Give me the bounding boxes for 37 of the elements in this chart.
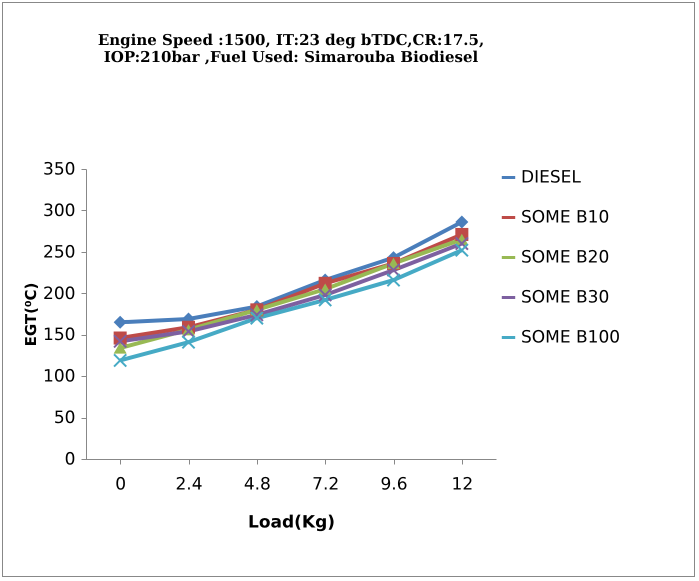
x-tick-label: 0	[115, 474, 126, 494]
point	[454, 236, 469, 251]
y-tick-label: 50	[54, 408, 76, 428]
y-tick-label: 250	[43, 242, 76, 262]
x-tick-label: 7.2	[312, 474, 340, 494]
x-tick-label: 9.6	[380, 474, 408, 494]
y-tick-label: 350	[43, 160, 76, 180]
legend-label: SOME B20	[521, 248, 610, 268]
point	[454, 243, 469, 258]
x-axis-title: Load(Kg)	[248, 512, 336, 532]
legend-label: SOME B10	[521, 208, 610, 228]
legend-label: SOME B30	[521, 288, 610, 308]
y-tick-label: 0	[64, 450, 76, 470]
x-tick-label: 4.8	[244, 474, 271, 494]
point	[318, 292, 332, 308]
point	[250, 311, 264, 326]
point	[181, 335, 196, 350]
point	[113, 334, 128, 348]
chart-title: Engine Speed :1500, IT:23 deg bTDC,CR:17.5, IOP:210bar ,Fuel Used: Simarouba Biodiesel	[98, 31, 484, 66]
point	[114, 342, 127, 354]
x-tick-label: 2.4	[175, 474, 203, 494]
point	[114, 316, 127, 329]
point	[386, 262, 401, 278]
legend-label: SOME B100	[521, 328, 620, 348]
y-tick-label: 200	[43, 284, 76, 304]
point	[250, 308, 264, 322]
y-tick-label: 150	[43, 325, 76, 346]
y-tick-label: 100	[43, 366, 76, 387]
y-tick-label: 300	[43, 200, 76, 221]
y-axis-title: EGT(⁰C)	[22, 282, 40, 346]
legend-label: DIESEL	[521, 168, 582, 188]
x-tick-label: 12	[452, 474, 474, 494]
point	[455, 216, 468, 229]
point	[386, 272, 401, 288]
point	[181, 324, 196, 339]
point	[318, 288, 332, 302]
point	[113, 353, 128, 368]
